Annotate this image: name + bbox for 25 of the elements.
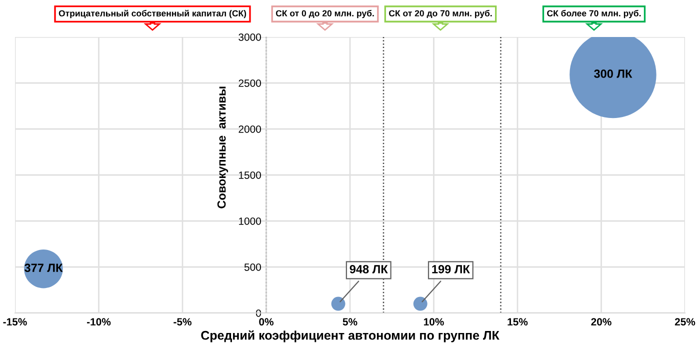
annotation: 948 ЛК (350, 265, 388, 274)
x-tick-label: -15% (3, 318, 27, 326)
x-tick-label: -10% (87, 318, 111, 326)
x-tick-label: 0% (259, 318, 274, 326)
text: СК от 0 до 20 млн. руб. (276, 10, 374, 18)
y-tick-label: 2000 (238, 126, 261, 133)
x-tick-label: -5% (174, 318, 192, 326)
x-axis-title: Средний коэффициент автономии по группе ЛК (201, 330, 500, 342)
text: СК от 20 до 70 млн. руб. (389, 10, 492, 18)
x-tick-label: 25% (674, 318, 696, 326)
text: СК более 70 млн. руб. (547, 10, 641, 18)
y-tick-label: 3000 (238, 34, 261, 41)
y-axis-title: Совокупные активы (217, 86, 228, 208)
y-tick-label: 1500 (239, 172, 261, 179)
x-tick-label: 20% (591, 318, 612, 326)
annotation: 300 ЛК (594, 70, 632, 78)
annotation: 199 ЛК (432, 265, 470, 274)
y-tick-label: 1000 (239, 218, 261, 225)
x-tick-label: 10% (424, 318, 444, 326)
y-tick-label: 500 (244, 264, 261, 271)
x-tick-label: 5% (342, 318, 358, 326)
x-tick-label: 15% (508, 318, 528, 326)
y-tick-label: 2500 (238, 80, 261, 87)
text: Отрицательный собственный капитал (СК) (58, 10, 246, 18)
annotation: 377 ЛК (24, 264, 63, 272)
